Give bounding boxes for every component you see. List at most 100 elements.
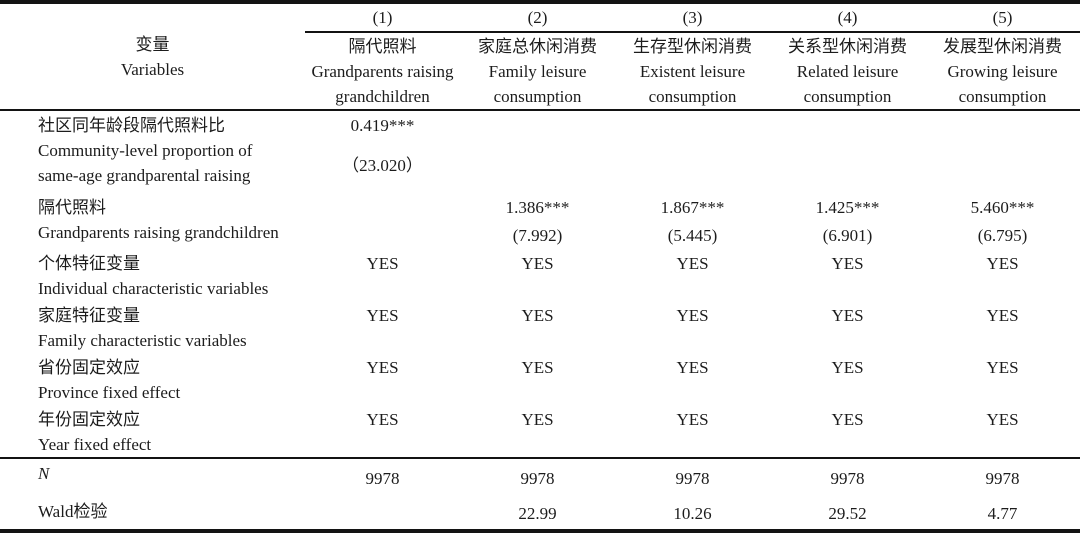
- row-label: 年份固定效应 Year fixed effect: [0, 405, 305, 458]
- column-name-row: 隔代照料 Grandparents raising grandchildren …: [0, 32, 1080, 111]
- row-label-en: Grandparents raising grandchildren: [38, 223, 279, 242]
- empty-cell: [770, 110, 925, 193]
- row-label: 省份固定效应 Province fixed effect: [0, 353, 305, 405]
- col-header-1-zh: 隔代照料: [348, 36, 417, 56]
- coefficient: 5.460***: [970, 198, 1035, 217]
- row-label-zh: 省份固定效应: [38, 358, 140, 377]
- n-value: 9978: [925, 457, 1080, 497]
- row-province-fe: 省份固定效应 Province fixed effect YES YES YES…: [0, 353, 1080, 405]
- col-header-2-zh: 家庭总休闲消费: [478, 36, 597, 56]
- yes-cell: YES: [986, 358, 1019, 377]
- variables-header-cell: 变量 Variables: [0, 2, 305, 111]
- wald-value: [305, 497, 460, 531]
- row-label-en: Community-level proportion of same-age g…: [38, 141, 253, 185]
- yes-cell: YES: [831, 306, 864, 325]
- t-statistic: (6.901): [822, 226, 873, 245]
- row-label-zh: 个体特征变量: [38, 254, 140, 273]
- row-individual-controls: 个体特征变量 Individual characteristic variabl…: [0, 249, 1080, 301]
- empty-cell: [615, 110, 770, 193]
- yes-cell: YES: [521, 254, 554, 273]
- row-label-zh: 家庭特征变量: [38, 306, 140, 325]
- n-label: N: [0, 457, 305, 497]
- variables-header-zh: 变量: [135, 34, 170, 54]
- yes-cell: YES: [366, 410, 399, 429]
- model-number-3: (3): [615, 2, 770, 33]
- col-header-4: 关系型休闲消费 Related leisure consumption: [770, 32, 925, 111]
- row-grandparents-raising: 隔代照料 Grandparents raising grandchildren …: [0, 193, 1080, 249]
- coef-cell: 1.425*** (6.901): [770, 193, 925, 249]
- col-header-2: 家庭总休闲消费 Family leisure consumption: [460, 32, 615, 111]
- row-wald-test: Wald检验 22.99 10.26 29.52 4.77: [0, 497, 1080, 531]
- t-statistic: (7.992): [512, 226, 563, 245]
- model-number-2: (2): [460, 2, 615, 33]
- yes-cell: YES: [521, 358, 554, 377]
- yes-cell: YES: [521, 306, 554, 325]
- row-label: 家庭特征变量 Family characteristic variables: [0, 301, 305, 353]
- col-header-4-zh: 关系型休闲消费: [788, 36, 907, 56]
- yes-cell: YES: [831, 358, 864, 377]
- row-year-fe: 年份固定效应 Year fixed effect YES YES YES YES…: [0, 405, 1080, 458]
- col-header-1-en: Grandparents raising grandchildren: [311, 61, 454, 106]
- model-number-1: (1): [305, 2, 460, 33]
- col-header-4-en: Related leisure consumption: [796, 61, 899, 106]
- empty-cell: [460, 110, 615, 193]
- coef-cell: 0.419*** （23.020）: [305, 110, 460, 193]
- coef-cell: 1.867*** (5.445): [615, 193, 770, 249]
- coef-cell: 1.386*** (7.992): [460, 193, 615, 249]
- coefficient: 1.867***: [660, 198, 725, 217]
- variables-header-en: Variables: [120, 59, 185, 79]
- wald-value: 10.26: [673, 503, 712, 523]
- row-label-en: Family characteristic variables: [38, 331, 247, 350]
- yes-cell: YES: [521, 410, 554, 429]
- empty-cell: [305, 193, 460, 249]
- yes-cell: YES: [676, 306, 709, 325]
- col-header-3-zh: 生存型休闲消费: [633, 36, 752, 56]
- row-family-controls: 家庭特征变量 Family characteristic variables Y…: [0, 301, 1080, 353]
- yes-cell: YES: [366, 358, 399, 377]
- n-value: 9978: [305, 457, 460, 497]
- yes-cell: YES: [676, 410, 709, 429]
- row-label-zh: 社区同年龄段隔代照料比: [38, 116, 225, 135]
- wald-value: 4.77: [987, 503, 1018, 523]
- yes-cell: YES: [986, 306, 1019, 325]
- yes-cell: YES: [831, 254, 864, 273]
- col-header-2-en: Family leisure consumption: [488, 61, 587, 106]
- yes-cell: YES: [986, 410, 1019, 429]
- model-number-row: 变量 Variables (1) (2) (3) (4) (5): [0, 2, 1080, 111]
- col-header-3: 生存型休闲消费 Existent leisure consumption: [615, 32, 770, 111]
- model-number-4: (4): [770, 2, 925, 33]
- row-label: 社区同年龄段隔代照料比 Community-level proportion o…: [0, 110, 305, 193]
- row-observations: N 9978 9978 9978 9978 9978: [0, 457, 1080, 497]
- row-label: 隔代照料 Grandparents raising grandchildren: [0, 193, 305, 249]
- row-label-en: Individual characteristic variables: [38, 279, 269, 298]
- coef-cell: 5.460*** (6.795): [925, 193, 1080, 249]
- n-value: 9978: [460, 457, 615, 497]
- col-header-1: 隔代照料 Grandparents raising grandchildren: [305, 32, 460, 111]
- row-label-zh: 隔代照料: [38, 198, 106, 217]
- yes-cell: YES: [676, 358, 709, 377]
- empty-cell: [925, 110, 1080, 193]
- col-header-5: 发展型休闲消费 Growing leisure consumption: [925, 32, 1080, 111]
- row-label-en: Year fixed effect: [38, 435, 152, 454]
- col-header-5-zh: 发展型休闲消费: [943, 36, 1062, 56]
- coefficient: 0.419***: [350, 116, 415, 135]
- t-statistic: (6.795): [977, 226, 1028, 245]
- col-header-3-en: Existent leisure consumption: [639, 61, 746, 106]
- wald-value: 29.52: [828, 503, 867, 523]
- row-community-proportion: 社区同年龄段隔代照料比 Community-level proportion o…: [0, 110, 1080, 193]
- n-value: 9978: [770, 457, 925, 497]
- n-value: 9978: [615, 457, 770, 497]
- coefficient: 1.425***: [815, 198, 880, 217]
- yes-cell: YES: [986, 254, 1019, 273]
- t-statistic: （23.020）: [342, 156, 423, 175]
- yes-cell: YES: [831, 410, 864, 429]
- row-label: 个体特征变量 Individual characteristic variabl…: [0, 249, 305, 301]
- yes-cell: YES: [366, 254, 399, 273]
- wald-value: 22.99: [518, 503, 557, 523]
- model-number-5: (5): [925, 2, 1080, 33]
- row-label-en: Province fixed effect: [38, 383, 181, 402]
- row-label-zh: 年份固定效应: [38, 410, 140, 429]
- col-header-5-en: Growing leisure consumption: [947, 61, 1058, 106]
